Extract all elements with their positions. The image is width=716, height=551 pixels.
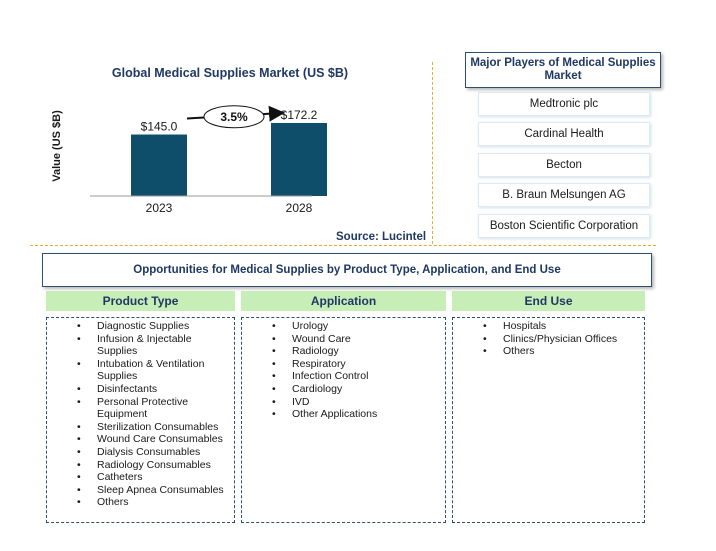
players-title: Major Players of Medical Supplies Market <box>465 52 661 88</box>
list-item: Hospitals <box>453 320 644 333</box>
list-item: Respiratory <box>242 358 445 371</box>
player-item: Medtronic plc <box>478 92 650 116</box>
product-type-list: Diagnostic SuppliesInfusion & Injectable… <box>47 318 234 509</box>
list-item: Others <box>47 496 234 509</box>
end-use-list-box: HospitalsClinics/Physician OfficesOthers <box>452 317 645 523</box>
x-tick-label: 2023 <box>146 201 173 215</box>
bar-2023 <box>131 134 187 196</box>
value-label: $145.0 <box>141 120 178 134</box>
player-item: Becton <box>478 153 650 177</box>
column-header-application: Application <box>241 291 446 311</box>
list-item: Other Applications <box>242 408 445 421</box>
list-item: Radiology <box>242 345 445 358</box>
chart-title: Global Medical Supplies Market (US $B) <box>111 66 349 80</box>
player-item: Cardinal Health <box>478 122 650 146</box>
end-use-list: HospitalsClinics/Physician OfficesOthers <box>453 318 644 358</box>
list-item: Disinfectants <box>47 383 234 396</box>
column-header-product-type: Product Type <box>46 291 235 311</box>
list-item: Personal Protective Equipment <box>47 396 234 421</box>
list-item: Cardiology <box>242 383 445 396</box>
opportunities-title: Opportunities for Medical Supplies by Pr… <box>42 253 652 287</box>
list-item: Infusion & Injectable Supplies <box>47 333 234 358</box>
cagr-bubble <box>203 105 265 129</box>
list-item: IVD <box>242 396 445 409</box>
list-item: Urology <box>242 320 445 333</box>
player-item: Boston Scientific Corporation <box>478 214 650 238</box>
list-item: Wound Care Consumables <box>47 433 234 446</box>
list-item: Dialysis Consumables <box>47 446 234 459</box>
horizontal-divider <box>30 245 656 246</box>
list-item: Catheters <box>47 471 234 484</box>
column-header-end-use: End Use <box>452 291 645 311</box>
y-axis-label: Value (US $B) <box>51 110 63 182</box>
list-item: Clinics/Physician Offices <box>453 333 644 346</box>
product-type-list-box: Diagnostic SuppliesInfusion & Injectable… <box>46 317 235 523</box>
bar-chart: Value (US $B) $145.0 2023 $172.2 2028 3.5% <box>51 105 327 215</box>
source-note: Source: Lucintel <box>336 231 427 243</box>
application-list: UrologyWound CareRadiologyRespiratoryInf… <box>242 318 445 421</box>
list-item: Sleep Apnea Consumables <box>47 484 234 497</box>
value-label: $172.2 <box>281 108 318 122</box>
application-list-box: UrologyWound CareRadiologyRespiratoryInf… <box>241 317 446 523</box>
list-item: Wound Care <box>242 333 445 346</box>
list-item: Radiology Consumables <box>47 459 234 472</box>
list-item: Diagnostic Supplies <box>47 320 234 333</box>
list-item: Intubation & Ventilation Supplies <box>47 358 234 383</box>
x-tick-label: 2028 <box>286 201 313 215</box>
list-item: Sterilization Consumables <box>47 421 234 434</box>
bar-2028 <box>271 122 327 196</box>
list-item: Infection Control <box>242 370 445 383</box>
vertical-divider <box>432 62 433 244</box>
player-item: B. Braun Melsungen AG <box>478 183 650 207</box>
list-item: Others <box>453 345 644 358</box>
cagr-label: 3.5% <box>220 110 248 124</box>
